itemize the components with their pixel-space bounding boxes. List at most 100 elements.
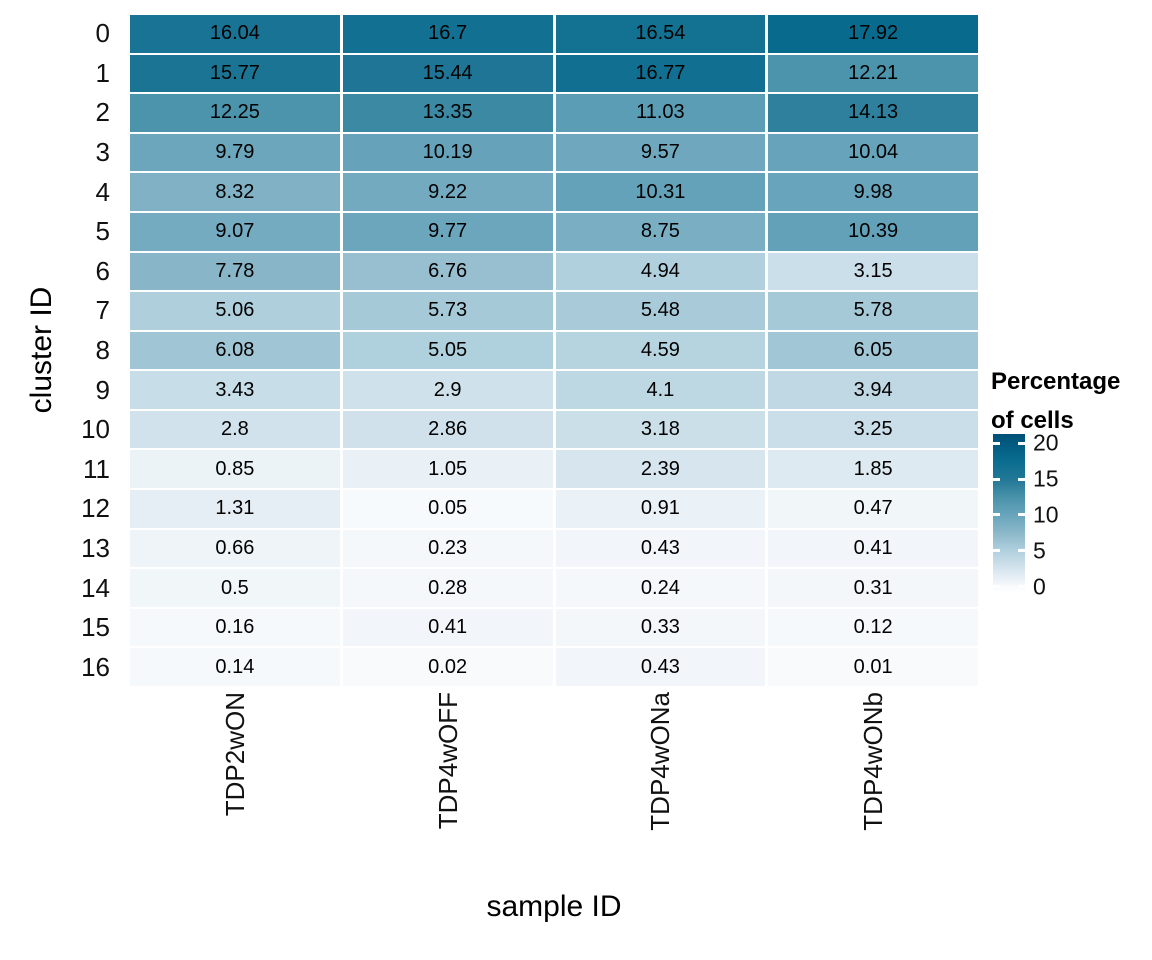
legend-colorbar [993,434,1025,593]
heatmap-cell: 4.94 [555,252,766,291]
heatmap-cell: 0.02 [342,648,553,686]
y-tick-label: 2 [95,97,110,128]
legend-tick [1018,549,1025,553]
legend-tick [1018,513,1025,517]
heatmap-cell: 9.79 [130,133,340,172]
heatmap-cell: 1.05 [342,450,553,489]
heatmap-cell: 5.06 [130,292,340,330]
heatmap-cell: 10.31 [555,173,766,211]
y-tick-label: 3 [95,137,110,168]
heatmap-cell: 0.14 [130,648,340,686]
heatmap-grid: 16.04 16.7 16.54 17.92 15.77 15.44 16.77 12.21 1… [130,15,978,686]
legend-tick-label: 0 [1033,573,1046,600]
heatmap-cell: 0.41 [768,529,978,568]
y-axis-title: cluster ID [25,286,58,414]
heatmap-cell: 16.54 [555,15,766,53]
y-tick-label: 5 [95,216,110,247]
heatmap-cell: 6.76 [342,252,553,291]
legend-title: Percentage of cells [991,368,1121,434]
heatmap-cell: 10.19 [342,133,553,172]
heatmap-cell: 0.5 [130,569,340,607]
heatmap-cell: 3.94 [768,371,978,409]
heatmap-cell: 5.48 [555,292,766,330]
heatmap-cell: 0.33 [555,608,766,647]
heatmap-cell: 16.04 [130,15,340,53]
heatmap-cell: 16.7 [342,15,553,53]
heatmap-cell: 14.13 [768,94,978,132]
heatmap-cell: 3.18 [555,410,766,449]
heatmap-cell: 0.28 [342,569,553,607]
legend-tick-label: 10 [1033,501,1059,528]
heatmap-cell: 13.35 [342,94,553,132]
heatmap-cell: 0.85 [130,450,340,489]
legend-tick-label: 15 [1033,465,1059,492]
heatmap-cell: 10.39 [768,212,978,251]
y-tick-label: 13 [81,532,110,563]
heatmap-cell: 9.07 [130,212,340,251]
legend-tick [1018,441,1025,445]
heatmap-cell: 6.08 [130,331,340,370]
heatmap-cell: 3.43 [130,371,340,409]
heatmap-cell: 0.47 [768,490,978,528]
legend-tick [1018,477,1025,481]
heatmap-cell: 9.77 [342,212,553,251]
heatmap-cell: 0.24 [555,569,766,607]
legend-tick [993,585,1000,589]
legend-tick-label: 5 [1033,537,1046,564]
heatmap-cell: 12.21 [768,54,978,93]
heatmap-cell: 11.03 [555,94,766,132]
heatmap-cell: 1.85 [768,450,978,489]
heatmap-cell: 0.91 [555,490,766,528]
heatmap-cell: 0.12 [768,608,978,647]
x-axis-tick-labels: TDP2wON TDP4wOFF TDP4wONa TDP4wONb [130,692,978,887]
x-tick-label: TDP4wONb [858,692,889,831]
y-tick-label: 0 [95,18,110,49]
heatmap-cell: 0.01 [768,648,978,686]
legend-tick-labels: 20 15 10 5 0 [1033,430,1113,599]
x-tick-label: TDP2wON [219,692,250,817]
y-tick-label: 16 [81,651,110,682]
heatmap-cell: 17.92 [768,15,978,53]
legend-tick [993,477,1000,481]
y-tick-label: 14 [81,572,110,603]
y-tick-label: 9 [95,374,110,405]
heatmap-cell: 15.44 [342,54,553,93]
heatmap-cell: 8.32 [130,173,340,211]
heatmap-cell: 9.57 [555,133,766,172]
heatmap-cell: 6.05 [768,331,978,370]
y-tick-label: 8 [95,334,110,365]
heatmap-cell: 4.59 [555,331,766,370]
heatmap-cell: 15.77 [130,54,340,93]
heatmap-cell: 2.86 [342,410,553,449]
heatmap-cell: 9.98 [768,173,978,211]
heatmap-cell: 3.15 [768,252,978,291]
y-tick-label: 15 [81,612,110,643]
x-tick-label: TDP4wOFF [432,692,463,830]
heatmap-cell: 5.78 [768,292,978,330]
y-tick-label: 1 [95,57,110,88]
heatmap-cell: 0.66 [130,529,340,568]
heatmap-cell: 0.43 [555,529,766,568]
heatmap-cell: 2.9 [342,371,553,409]
y-tick-label: 7 [95,295,110,326]
heatmap-cell: 16.77 [555,54,766,93]
legend-tick [993,441,1000,445]
y-tick-label: 11 [83,453,110,484]
heatmap-cell: 2.39 [555,450,766,489]
y-tick-label: 6 [95,255,110,286]
legend-tick [993,513,1000,517]
heatmap-cell: 9.22 [342,173,553,211]
y-tick-label: 10 [81,414,110,445]
heatmap-cell: 12.25 [130,94,340,132]
y-tick-label: 4 [95,176,110,207]
heatmap-cell: 3.25 [768,410,978,449]
heatmap-cell: 0.05 [342,490,553,528]
y-tick-label: 12 [81,493,110,524]
y-axis-tick-labels: 0 1 2 3 4 5 6 7 8 9 10 11 12 13 14 15 16 [0,15,118,686]
heatmap-cell: 2.8 [130,410,340,449]
heatmap-cell: 0.41 [342,608,553,647]
legend-tick [1018,585,1025,589]
heatmap-cell: 1.31 [130,490,340,528]
heatmap-cell: 0.16 [130,608,340,647]
